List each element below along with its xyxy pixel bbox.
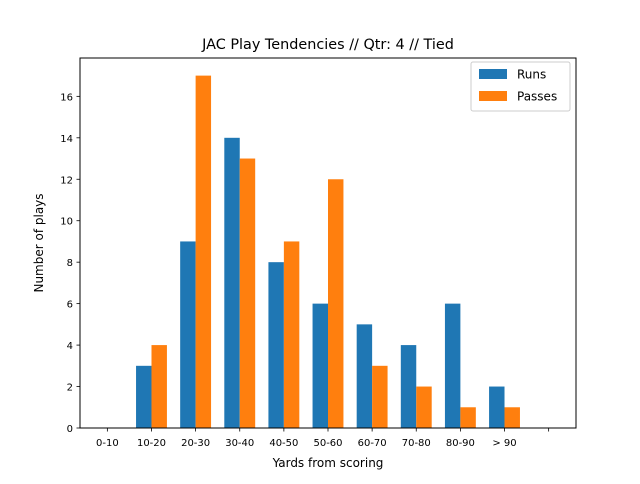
legend-label-runs: Runs [517,68,546,82]
y-tick-label: 12 [60,175,73,186]
bar-runs-9 [489,386,505,428]
y-axis-label: Number of plays [32,193,46,292]
y-tick-label: 0 [67,424,73,435]
bar-passes-8 [460,407,476,428]
bar-passes-5 [328,179,344,428]
plot-frame [79,57,577,429]
y-axis: 0 2 4 6 8 10 12 14 16 [60,92,80,435]
bar-runs-7 [400,345,417,428]
x-tick-label: 0-10 [96,438,119,449]
chart-title: JAC Play Tendencies // Qtr: 4 // Tied [201,37,454,53]
x-tick-label: 20-30 [181,438,210,449]
y-tick-label: 10 [60,217,73,228]
bar-passes-1 [151,345,167,428]
legend-swatch-runs [479,69,507,79]
x-tick-label: > 90 [492,438,516,449]
y-tick-label: 16 [60,92,73,103]
bar-passes-3 [239,158,256,428]
y-tick-label: 2 [67,383,73,394]
bar-runs-5 [312,303,328,428]
x-tick-label: 30-40 [225,438,254,449]
x-tick-label: 50-60 [313,438,342,449]
x-axis: 0-10 10-20 20-30 30-40 40-50 50-60 60-70 70-80 8… [96,428,550,449]
x-tick-label: 10-20 [137,438,166,449]
bar-runs-1 [136,365,152,428]
x-axis-label: Yards from scoring [272,456,384,470]
bar-runs-6 [356,324,373,428]
bar-runs-8 [444,303,461,428]
bar-runs-4 [268,262,284,428]
bar-passes-9 [504,407,520,428]
x-tick-label: 80-90 [446,438,475,449]
y-tick-label: 6 [67,300,73,311]
y-tick-label: 4 [67,341,73,352]
x-tick-label: 70-80 [402,438,431,449]
legend-swatch-passes [479,91,507,101]
x-tick-label: 60-70 [358,438,387,449]
x-tick-label: 40-50 [269,438,298,449]
bar-runs-3 [224,137,240,428]
bar-passes-2 [195,75,212,428]
y-tick-label: 8 [67,258,73,269]
bar-passes-7 [416,386,432,428]
legend-label-passes: Passes [517,90,557,104]
legend: Runs Passes [470,61,571,112]
bar-passes-6 [372,365,388,428]
y-tick-label: 14 [60,134,73,145]
bar-runs-2 [180,241,196,428]
bar-passes-4 [283,241,300,428]
bars-group [136,75,520,428]
